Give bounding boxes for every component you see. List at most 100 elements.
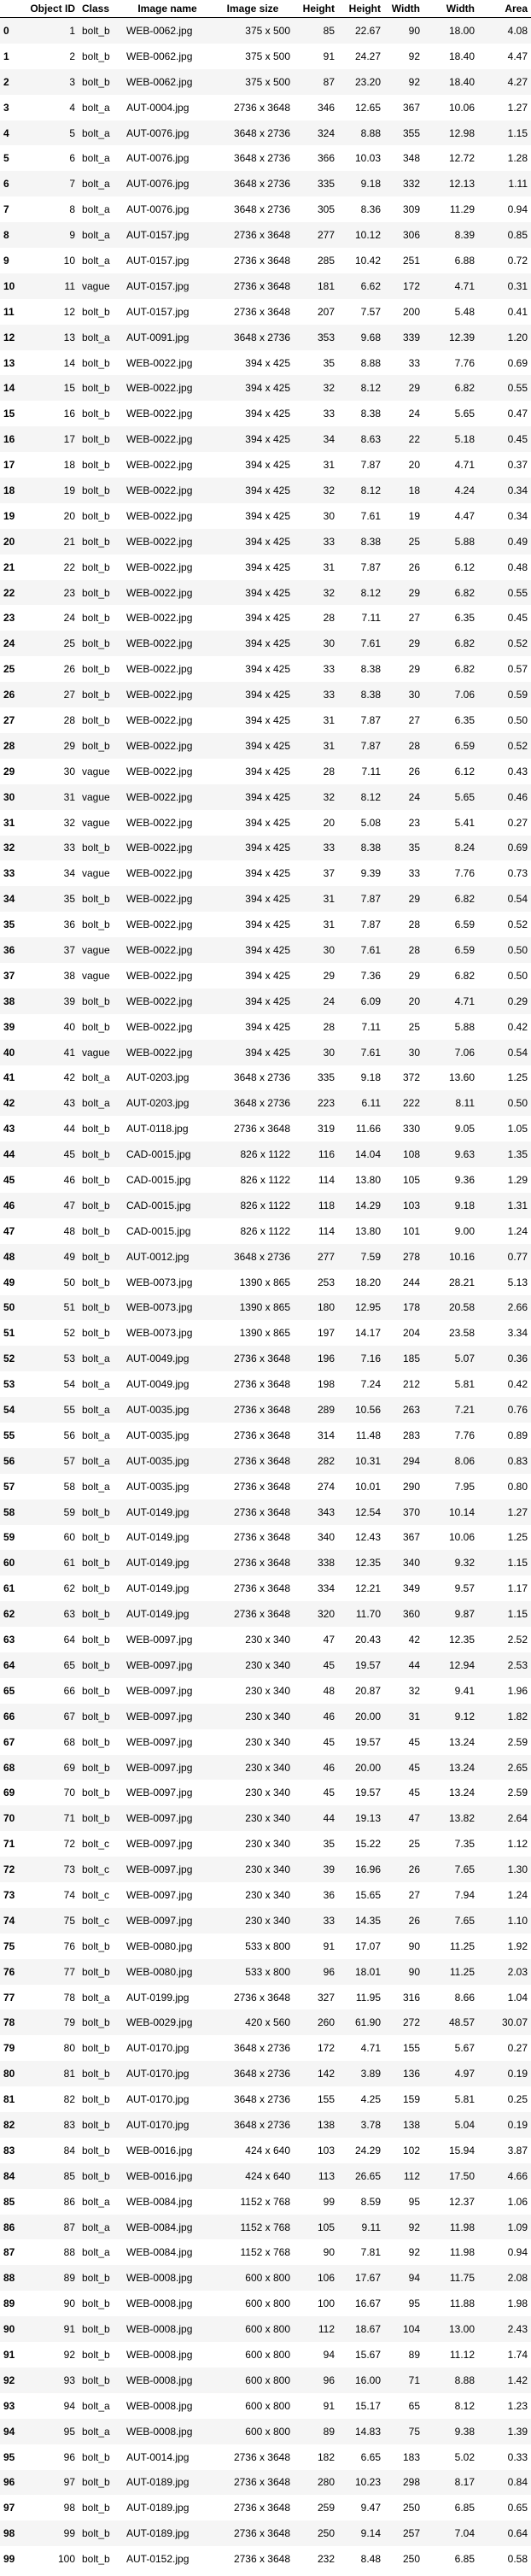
height-pct: 14.83 [338,2418,384,2444]
height-px: 305 [294,197,338,223]
image-size: 230 x 340 [212,1882,294,1908]
image-size: 2736 x 3648 [212,1576,294,1602]
height-px: 335 [294,1065,338,1091]
image-name: WEB-0080.jpg [123,1933,212,1959]
image-size: 3648 x 2736 [212,2086,294,2113]
object-id: 1 [26,17,79,44]
object-id: 41 [26,1039,79,1065]
height-pct: 12.21 [338,1576,384,1602]
height-pct: 9.14 [338,2520,384,2547]
class-label: bolt_a [79,1397,123,1423]
width-pct: 9.38 [423,2418,478,2444]
area: 2.03 [478,1958,531,1985]
table-row: 28 29 bolt_b WEB-0022.jpg 394 x 425 31 7.87 28 6… [0,732,531,759]
row-index: 58 [0,1499,26,1525]
area: 0.84 [478,2469,531,2496]
height-pct: 8.36 [338,197,384,223]
height-px: 33 [294,1907,338,1933]
row-index: 86 [0,2214,26,2240]
height-pct: 7.87 [338,912,384,938]
width-px: 45 [384,1780,423,1806]
table-row: 7 8 bolt_a AUT-0076.jpg 3648 x 2736 305 8.36 30… [0,197,531,223]
object-id: 20 [26,502,79,529]
image-name: WEB-0084.jpg [123,2239,212,2266]
width-px: 26 [384,1907,423,1933]
table-row: 65 66 bolt_b WEB-0097.jpg 230 x 340 48 20.87 32… [0,1677,531,1704]
height-pct: 18.20 [338,1269,384,1295]
width-px: 332 [384,171,423,197]
height-pct: 22.67 [338,17,384,44]
image-name: WEB-0022.jpg [123,605,212,631]
row-index: 20 [0,528,26,555]
height-pct: 7.16 [338,1346,384,1372]
object-id: 34 [26,860,79,887]
class-label: vague [79,937,123,963]
image-name: WEB-0097.jpg [123,1780,212,1806]
image-size: 394 x 425 [212,554,294,580]
height-px: 29 [294,962,338,989]
object-id: 59 [26,1499,79,1525]
image-size: 2736 x 3648 [212,2444,294,2470]
row-index: 70 [0,1805,26,1832]
width-px: 27 [384,605,423,631]
width-pct: 11.25 [423,1958,478,1985]
row-index: 39 [0,1013,26,1040]
object-id: 69 [26,1754,79,1781]
height-px: 48 [294,1677,338,1704]
width-pct: 9.36 [423,1167,478,1193]
object-id: 84 [26,2137,79,2163]
image-name: WEB-0022.jpg [123,912,212,938]
height-pct: 24.27 [338,43,384,69]
height-pct: 7.11 [338,758,384,784]
image-name: AUT-0189.jpg [123,2469,212,2496]
object-id: 36 [26,912,79,938]
height-px: 24 [294,988,338,1014]
width-px: 136 [384,2061,423,2087]
height-px: 30 [294,937,338,963]
area: 1.12 [478,1831,531,1857]
height-pct: 23.20 [338,68,384,95]
width-pct: 6.35 [423,707,478,733]
height-pct: 19.57 [338,1652,384,1678]
table-row: 3 4 bolt_a AUT-0004.jpg 2736 x 3648 346 12.65 3… [0,94,531,120]
width-pct: 11.25 [423,1933,478,1959]
table-row: 32 33 bolt_b WEB-0022.jpg 394 x 425 33 8.38 35 8… [0,835,531,861]
class-label: bolt_a [79,1346,123,1372]
image-size: 394 x 425 [212,502,294,529]
image-name: WEB-0084.jpg [123,2214,212,2240]
area: 0.42 [478,1013,531,1040]
height-pct: 8.88 [338,349,384,376]
class-label: vague [79,809,123,836]
width-pct: 4.47 [423,502,478,529]
image-size: 533 x 800 [212,1933,294,1959]
area: 1.42 [478,2367,531,2393]
image-name: AUT-0149.jpg [123,1499,212,1525]
object-id: 87 [26,2214,79,2240]
width-px: 30 [384,682,423,708]
width-px: 19 [384,502,423,529]
class-label: bolt_b [79,1728,123,1755]
width-pct: 4.24 [423,478,478,503]
image-name: AUT-0157.jpg [123,222,212,249]
width-pct: 9.63 [423,1141,478,1168]
width-px: 222 [384,1090,423,1117]
class-label: bolt_c [79,1882,123,1908]
image-size: 533 x 800 [212,1958,294,1985]
height-px: 138 [294,2112,338,2138]
width-px: 316 [384,1984,423,2010]
height-pct: 14.29 [338,1192,384,1218]
image-size: 420 x 560 [212,2010,294,2036]
image-size: 394 x 425 [212,937,294,963]
row-index: 48 [0,1243,26,1270]
height-pct: 16.67 [338,2291,384,2317]
image-size: 2736 x 3648 [212,1422,294,1448]
row-index: 18 [0,478,26,503]
class-label: bolt_b [79,912,123,938]
object-id: 98 [26,2495,79,2521]
image-size: 230 x 340 [212,1805,294,1832]
area: 1.17 [478,1576,531,1602]
width-pct: 7.76 [423,349,478,376]
width-px: 278 [384,1243,423,1270]
object-id: 18 [26,452,79,478]
row-index: 13 [0,349,26,376]
